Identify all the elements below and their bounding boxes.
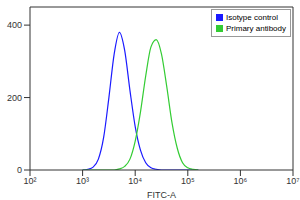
svg-text:10²: 10² [23, 176, 36, 186]
svg-text:10⁷: 10⁷ [286, 176, 292, 186]
svg-text:400: 400 [8, 20, 22, 30]
svg-text:FITC-A: FITC-A [147, 190, 176, 200]
svg-text:200: 200 [8, 93, 22, 103]
svg-text:10⁵: 10⁵ [181, 176, 195, 186]
svg-text:0: 0 [17, 165, 22, 175]
html-text:Primary antibody: Primary antibody [226, 24, 286, 33]
html-text:Isotype control: Isotype control [226, 13, 278, 22]
svg-text:10⁶: 10⁶ [234, 176, 248, 186]
svg-text:10³: 10³ [76, 176, 89, 186]
svg-text:10⁴: 10⁴ [128, 176, 142, 186]
